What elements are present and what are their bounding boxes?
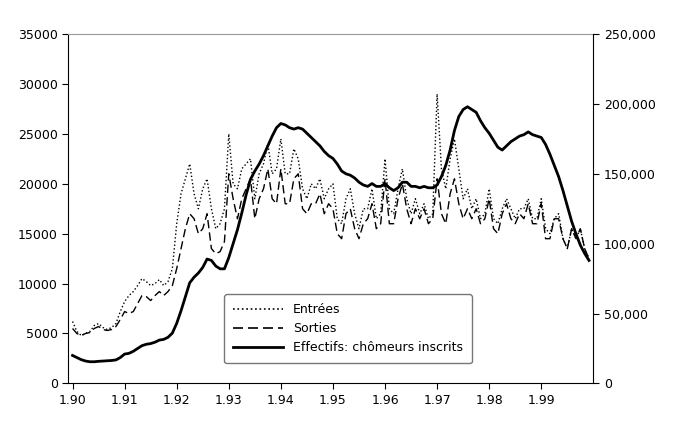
Sorties [576,226,584,231]
Sorties [485,196,493,201]
Effectifs: chômeurs inscrits: (83, 1.4e+05): chômeurs inscrits: (83, 1.4e+05) [429,185,437,190]
Effectifs: chômeurs inscrits: (26, 6.2e+04): chômeurs inscrits: (26, 6.2e+04) [181,294,190,299]
Entrées [359,206,368,211]
Effectifs: chômeurs inscrits: (119, 8.8e+04): chômeurs inscrits: (119, 8.8e+04) [585,258,593,263]
Effectifs: chômeurs inscrits: (91, 1.98e+05): chômeurs inscrits: (91, 1.98e+05) [463,104,471,109]
Effectifs: chômeurs inscrits: (117, 9.9e+04): chômeurs inscrits: (117, 9.9e+04) [576,242,584,248]
Sorties [433,176,441,181]
Entrées [211,226,220,231]
Sorties [181,226,190,231]
Sorties [211,251,220,256]
Entrées [181,176,190,181]
Effectifs: chômeurs inscrits: (96, 1.79e+05): chômeurs inscrits: (96, 1.79e+05) [485,131,493,136]
Entrées [485,186,493,191]
Sorties [264,166,272,171]
Effectifs: chômeurs inscrits: (4, 1.55e+04): chômeurs inscrits: (4, 1.55e+04) [86,359,94,364]
Entrées [585,256,593,261]
Entrées [433,92,441,97]
Effectifs: chômeurs inscrits: (33, 8.4e+04): chômeurs inscrits: (33, 8.4e+04) [211,263,220,268]
Sorties [77,333,85,338]
Sorties [68,326,76,331]
Entrées [77,333,85,338]
Line: Entrées: Entrées [72,94,589,336]
Entrées [576,226,584,231]
Effectifs: chômeurs inscrits: (67, 1.42e+05): chômeurs inscrits: (67, 1.42e+05) [359,182,368,187]
Sorties [585,256,593,261]
Effectifs: chômeurs inscrits: (0, 2e+04): chômeurs inscrits: (0, 2e+04) [68,353,76,358]
Line: Sorties: Sorties [72,169,589,336]
Legend: Entrées, Sorties, Effectifs: chômeurs inscrits: Entrées, Sorties, Effectifs: chômeurs in… [224,294,471,363]
Sorties [364,216,372,221]
Entrées [429,211,437,216]
Line: Effectifs: chômeurs inscrits: Effectifs: chômeurs inscrits [72,107,589,362]
Entrées [68,319,76,324]
